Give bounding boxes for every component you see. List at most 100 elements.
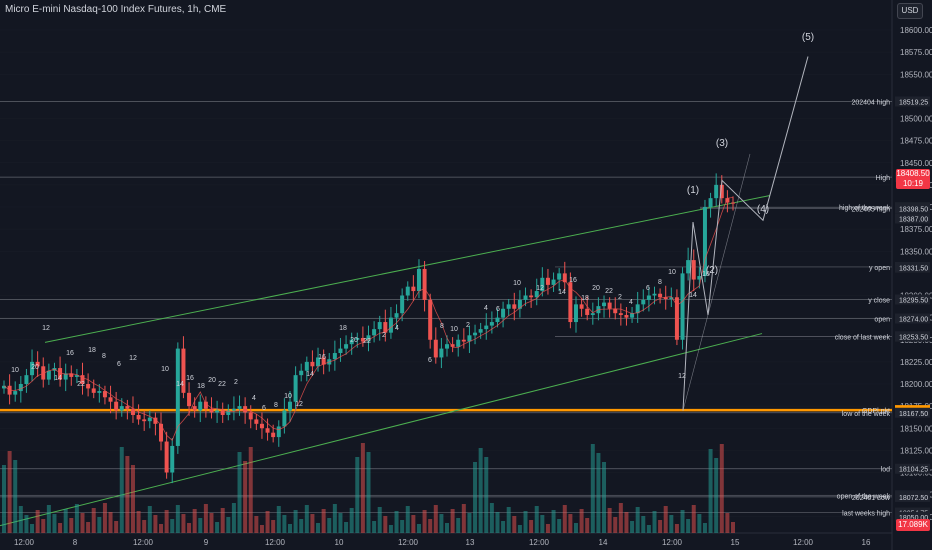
hour-label: 8	[440, 323, 444, 330]
candle-body	[450, 344, 455, 347]
y-tick-label: 18375.00	[900, 225, 932, 234]
volume-bar	[170, 519, 175, 533]
candle-body	[624, 314, 629, 318]
candle-body	[198, 401, 203, 411]
candle-body	[618, 313, 623, 315]
candle-body	[461, 339, 466, 342]
volume-bar	[220, 508, 225, 533]
volume-bar	[310, 514, 315, 533]
volume-bar	[119, 447, 124, 533]
volume-bar	[562, 505, 567, 533]
hour-label: 16	[66, 350, 74, 357]
volume-bar	[686, 519, 691, 533]
level-label: low of the week	[842, 411, 891, 418]
currency-button[interactable]: USD	[897, 3, 923, 19]
candle-body	[181, 348, 186, 393]
volume-bar	[641, 516, 646, 533]
candle-body	[332, 353, 337, 360]
moving-average	[3, 197, 734, 441]
volume-bar	[136, 511, 141, 533]
volume-bar	[63, 509, 68, 533]
candle-body	[349, 339, 354, 345]
candle-body	[338, 348, 343, 354]
volume-bar	[293, 510, 298, 533]
volume-bar	[69, 518, 74, 533]
hour-label: 12	[678, 373, 686, 380]
candle-body	[731, 202, 735, 204]
volume-bar	[327, 518, 332, 533]
volume-bar	[590, 444, 595, 533]
hour-label: 12	[295, 401, 303, 408]
candle-body	[680, 273, 685, 340]
candle-body	[46, 370, 51, 380]
wave-trendline	[682, 153, 751, 411]
candle-body	[355, 337, 360, 340]
candle-body	[394, 313, 399, 318]
x-tick-label: 9	[204, 538, 209, 547]
candle-body	[557, 273, 562, 280]
x-tick-label: 12:00	[265, 538, 286, 547]
hour-label: 14	[306, 371, 314, 378]
hour-label: 10	[513, 280, 521, 287]
volume-bar	[714, 458, 719, 533]
candle-body	[585, 308, 590, 315]
candle-body	[456, 339, 461, 347]
candle-body	[170, 445, 175, 473]
volume-bar	[624, 512, 629, 533]
volume-bar	[573, 523, 578, 533]
volume-bar	[130, 465, 135, 533]
volume-bar	[691, 505, 696, 533]
candle-body	[63, 373, 68, 380]
hour-label: 6	[428, 357, 432, 364]
hour-label: 16	[702, 271, 710, 278]
hour-label: 20	[31, 364, 39, 371]
volume-bar	[259, 525, 264, 533]
volume-bar	[265, 511, 270, 533]
volume-bar	[646, 525, 651, 533]
volume-bar	[175, 505, 180, 533]
hour-label: 8	[274, 402, 278, 409]
candle-body	[411, 286, 416, 292]
volume-bar	[18, 506, 23, 533]
candle-body	[209, 408, 214, 413]
volume-bar	[35, 510, 40, 533]
volume-bar	[405, 506, 410, 533]
volume-bar	[596, 453, 601, 533]
x-tick-label: 12:00	[133, 538, 154, 547]
candle-body	[702, 207, 707, 277]
candle-body	[86, 384, 91, 389]
volume-bar	[400, 520, 405, 533]
volume-bar	[473, 462, 478, 533]
level-label: y open	[869, 265, 890, 272]
candle-body	[590, 313, 595, 315]
level-price-box	[895, 407, 930, 418]
candle-body	[187, 392, 192, 407]
volume-bar	[97, 517, 102, 533]
volume-bar	[321, 509, 326, 533]
level-label: GDPl pkt	[862, 408, 890, 415]
level-price-box	[895, 313, 930, 324]
volume-bar	[360, 443, 365, 533]
level-price: 18253.50	[899, 335, 928, 342]
volume-bar	[635, 507, 640, 533]
candle-body	[366, 335, 371, 342]
volume-bar	[209, 513, 214, 533]
candle-body	[265, 428, 270, 433]
candle-body	[669, 297, 674, 300]
candle-body	[69, 373, 74, 377]
candle-body	[501, 308, 506, 318]
volume-bar	[142, 520, 147, 533]
volume-bar	[304, 505, 309, 533]
volume-bar	[41, 519, 46, 533]
candle-body	[646, 295, 651, 300]
volume-bar	[529, 520, 534, 533]
volume-bar	[52, 514, 57, 533]
hour-label: 14	[689, 292, 697, 299]
volume-bar	[46, 505, 51, 533]
candle-body	[573, 304, 578, 323]
candle-body	[428, 299, 433, 340]
volume-bar	[13, 460, 18, 533]
candle-body	[304, 361, 309, 371]
candle-body	[136, 414, 141, 420]
